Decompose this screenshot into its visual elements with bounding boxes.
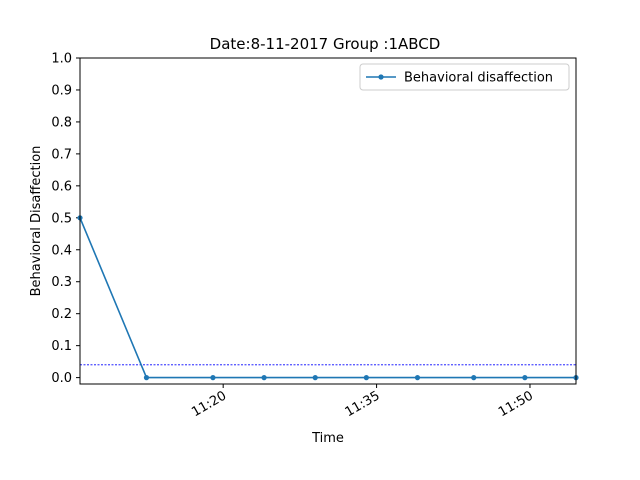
legend-box: [359, 63, 570, 91]
y-tick-label-6: 0.6: [51, 179, 72, 194]
data-point-0-1: [143, 375, 150, 381]
y-tick-label-3: 0.3: [51, 275, 72, 290]
chart-title: Date:8-11-2017 Group :1ABCD: [210, 35, 441, 53]
x-axis-label: Time: [311, 431, 344, 446]
data-point-0-6: [414, 375, 421, 381]
y-tick-label-1: 0.1: [51, 339, 72, 354]
y-tick-label-10: 1.0: [51, 52, 72, 67]
y-tick-label-8: 0.8: [51, 115, 72, 130]
y-axis-label: Behavioral Disaffection: [29, 146, 44, 297]
y-tick-label-4: 0.4: [51, 243, 72, 258]
y-tick-label-9: 0.9: [51, 83, 72, 98]
data-point-0-5: [363, 375, 369, 381]
legend-label-0: Behavioral disaffection: [404, 71, 553, 86]
series-line-0: [79, 217, 576, 379]
y-tick-label-7: 0.7: [51, 147, 72, 162]
legend: Behavioral disaffection: [359, 63, 570, 91]
data-point-0-3: [261, 375, 267, 381]
data-point-0-8: [522, 375, 528, 381]
y-tick-label-5: 0.5: [51, 211, 72, 226]
data-point-0-2: [210, 375, 216, 381]
axes-frame: [79, 57, 577, 385]
data-point-0-7: [471, 375, 477, 381]
legend-marker-0: [378, 74, 384, 80]
y-tick-label-2: 0.2: [51, 307, 72, 322]
data-point-0-4: [312, 375, 318, 381]
y-tick-label-0: 0.0: [51, 371, 72, 386]
